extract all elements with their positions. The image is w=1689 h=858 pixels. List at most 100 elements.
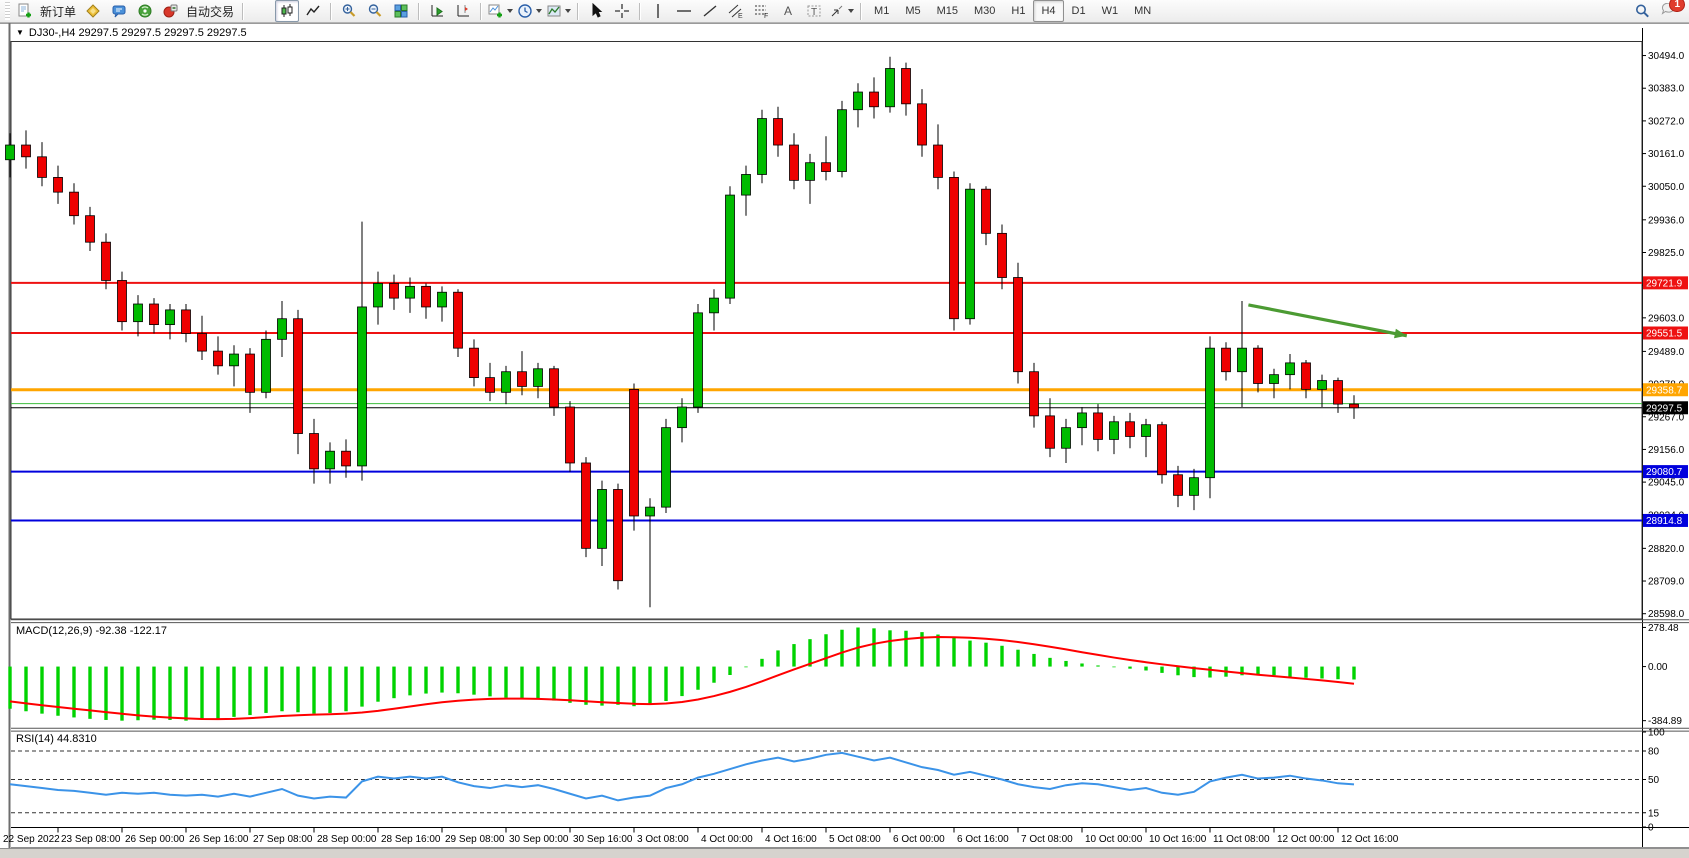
svg-text:26 Sep 00:00: 26 Sep 00:00	[125, 834, 185, 845]
svg-text:0: 0	[1648, 823, 1654, 834]
notification-badge: 1	[1669, 0, 1685, 12]
crosshair-button[interactable]	[610, 0, 634, 22]
svg-text:0.00: 0.00	[1648, 662, 1668, 673]
svg-text:-384.89: -384.89	[1648, 716, 1682, 727]
trendline-button[interactable]	[698, 0, 722, 22]
toolbar-separator	[480, 2, 483, 20]
svg-text:6 Oct 16:00: 6 Oct 16:00	[957, 834, 1009, 845]
symbol-dropdown-icon[interactable]: ▼	[16, 28, 24, 37]
timeframe-h4[interactable]: H4	[1033, 0, 1064, 22]
candlesticks[interactable]	[5, 56, 1359, 608]
arrows-button[interactable]	[828, 0, 855, 22]
svg-text:29297.5: 29297.5	[1646, 403, 1683, 414]
new-order-label[interactable]: 新订单	[40, 4, 77, 19]
svg-text:7 Oct 08:00: 7 Oct 08:00	[1021, 834, 1073, 845]
line-chart-button[interactable]	[301, 0, 325, 22]
notifications-button[interactable]: 1	[1656, 0, 1685, 22]
signals-button[interactable]	[133, 0, 157, 22]
svg-text:29045.0: 29045.0	[1648, 478, 1685, 489]
zoom-in-icon	[342, 4, 356, 17]
svg-text:30 Sep 16:00: 30 Sep 16:00	[573, 834, 633, 845]
svg-text:5 Oct 08:00: 5 Oct 08:00	[829, 834, 881, 845]
search-icon	[1635, 4, 1649, 17]
svg-text:29603.0: 29603.0	[1648, 313, 1685, 324]
svg-text:30494.0: 30494.0	[1648, 51, 1685, 62]
search-button[interactable]	[1630, 0, 1654, 22]
toolbar-separator	[639, 2, 642, 20]
auto-trading-label[interactable]: 自动交易	[186, 4, 235, 19]
equidistant-channel-icon: E	[728, 4, 743, 19]
line-chart-icon	[306, 5, 320, 16]
timeframe-h1[interactable]: H1	[1011, 5, 1026, 17]
timeframe-m5[interactable]: M5	[905, 5, 921, 17]
svg-text:29267.0: 29267.0	[1648, 412, 1685, 423]
templates-icon	[547, 5, 561, 17]
equidistant-channel-button[interactable]: E	[724, 0, 748, 22]
chevron-down-icon	[536, 9, 543, 13]
svg-text:29489.0: 29489.0	[1648, 347, 1685, 358]
periods-button[interactable]	[516, 0, 543, 22]
tile-windows-icon	[394, 4, 408, 18]
svg-text:30161.0: 30161.0	[1648, 149, 1685, 160]
candlestick-chart-button[interactable]	[275, 0, 300, 22]
svg-text:10 Oct 16:00: 10 Oct 16:00	[1149, 834, 1207, 845]
svg-text:278.48: 278.48	[1648, 623, 1679, 634]
timeframe-m15[interactable]: M15	[936, 5, 958, 17]
cursor-icon	[592, 3, 603, 18]
toolbar-grip	[5, 2, 10, 20]
new-order-button[interactable]	[13, 0, 37, 22]
macd-axis: 278.48 0.00 -384.89	[1642, 623, 1682, 727]
timeframe-mn[interactable]: MN	[1134, 5, 1152, 17]
window-bottom-border	[0, 848, 1689, 858]
timeframe-w1[interactable]: W1	[1101, 5, 1119, 17]
templates-button[interactable]	[545, 0, 572, 22]
auto-scroll-button[interactable]	[425, 0, 449, 22]
horizontal-level-lines[interactable]	[11, 281, 1642, 522]
macd-pane[interactable]	[8, 627, 1356, 721]
zoom-out-button[interactable]	[363, 0, 387, 22]
trend-arrow[interactable]	[1248, 303, 1408, 339]
timeframe-m30[interactable]: M30	[974, 5, 996, 17]
svg-text:29825.0: 29825.0	[1648, 248, 1685, 259]
indicators-button[interactable]	[487, 0, 514, 22]
fibonacci-button[interactable]: F	[750, 0, 774, 22]
svg-text:30272.0: 30272.0	[1648, 116, 1685, 127]
main-toolbar: 新订单 自动交易	[0, 0, 1689, 23]
auto-trading-icon	[163, 4, 178, 18]
arrows-icon	[831, 5, 843, 17]
svg-text:29551.5: 29551.5	[1646, 329, 1683, 340]
toolbar-separator	[577, 2, 580, 20]
svg-text:80: 80	[1648, 747, 1660, 758]
svg-text:29156.0: 29156.0	[1648, 445, 1685, 456]
toolbar-separator	[860, 2, 863, 20]
svg-text:4 Oct 00:00: 4 Oct 00:00	[701, 834, 753, 845]
new-order-icon	[18, 3, 31, 18]
svg-text:29080.7: 29080.7	[1646, 467, 1683, 478]
horizontal-line-icon	[677, 10, 692, 12]
chart-shift-button[interactable]	[451, 0, 475, 22]
market-watch-button[interactable]	[81, 0, 105, 22]
cursor-button[interactable]	[584, 0, 608, 22]
svg-text:E: E	[738, 13, 743, 19]
tile-windows-button[interactable]	[389, 0, 413, 22]
text-label-button[interactable]: T	[802, 0, 826, 22]
svg-text:30050.0: 30050.0	[1648, 182, 1685, 193]
auto-trading-button[interactable]	[159, 0, 183, 22]
chat-button[interactable]	[107, 0, 131, 22]
text-button[interactable]: A	[776, 0, 800, 22]
svg-text:A: A	[784, 4, 792, 18]
candlestick-chart-icon	[281, 4, 293, 17]
timeframe-d1[interactable]: D1	[1071, 5, 1086, 17]
rsi-pane[interactable]	[9, 750, 1642, 814]
bar-chart-button[interactable]	[249, 0, 273, 22]
svg-text:12 Oct 00:00: 12 Oct 00:00	[1277, 834, 1335, 845]
timeframe-m1[interactable]: M1	[874, 5, 890, 17]
chart-header[interactable]: ▼ DJ30-,H4 29297.5 29297.5 29297.5 29297.…	[16, 27, 247, 39]
vertical-line-button[interactable]	[646, 0, 670, 22]
svg-text:27 Sep 08:00: 27 Sep 08:00	[253, 834, 313, 845]
zoom-in-button[interactable]	[337, 0, 361, 22]
chevron-down-icon	[565, 9, 572, 13]
horizontal-line-button[interactable]	[672, 0, 696, 22]
vertical-line-icon	[657, 4, 659, 18]
